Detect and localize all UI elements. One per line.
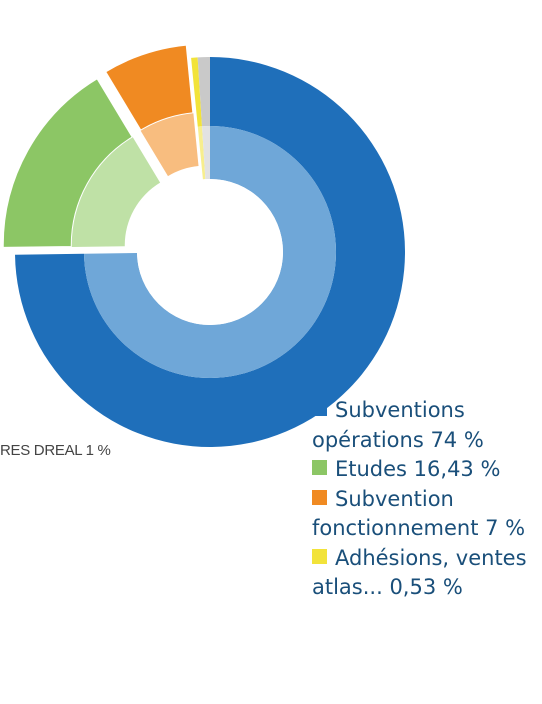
slice-2	[103, 43, 199, 177]
slice-inner-3	[197, 126, 206, 180]
chart-legend: Subventions opérations 74 % Etudes 16,43…	[312, 396, 540, 603]
slice-4	[197, 56, 210, 180]
legend-swatch	[312, 489, 327, 505]
slice-inner-1	[71, 137, 161, 247]
slice-outer-3	[191, 57, 203, 127]
legend-swatch	[312, 548, 327, 564]
donut-hole	[137, 179, 283, 325]
slice-inner-2	[140, 113, 199, 177]
legend-label: Etudes 16,43 %	[335, 457, 501, 481]
legend-item-etudes: Etudes 16,43 %	[312, 455, 540, 485]
legend-item-subvention-fonctionnement: Subvention fonctionnement 7 %	[312, 485, 540, 544]
side-label-res-dreal: RES DREAL 1 %	[0, 442, 111, 459]
legend-item-subventions-operations: Subventions opérations 74 %	[312, 396, 540, 455]
slice-3	[191, 57, 206, 180]
slice-0	[15, 56, 406, 447]
slice-outer-0	[15, 56, 406, 447]
slice-inner-0	[84, 126, 336, 378]
slice-outer-4	[197, 56, 210, 127]
slice-inner-4	[202, 125, 210, 180]
slice-1	[1, 76, 161, 249]
legend-label: Adhésions, ventes atlas... 0,53 %	[312, 545, 527, 600]
legend-label: Subventions opérations 74 %	[312, 398, 484, 452]
legend-item-adhesions: Adhésions, ventes atlas... 0,53 %	[312, 544, 540, 603]
legend-swatch	[312, 401, 327, 416]
legend-label: Subvention fonctionnement 7 %	[312, 486, 526, 541]
legend-swatch	[312, 460, 327, 475]
